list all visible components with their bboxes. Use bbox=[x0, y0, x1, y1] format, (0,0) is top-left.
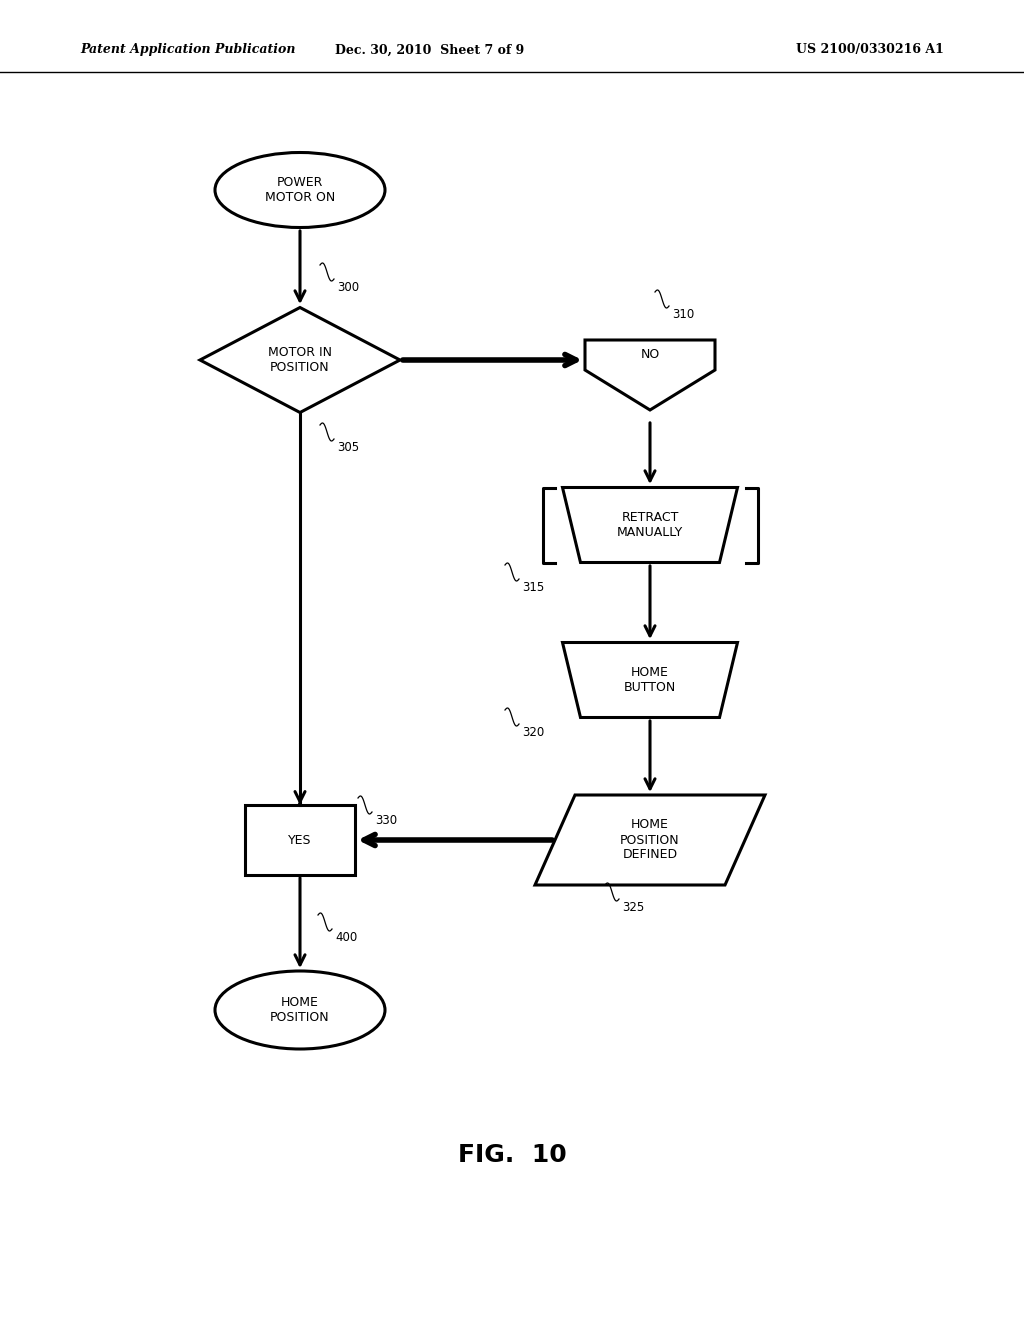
Text: 310: 310 bbox=[672, 308, 694, 321]
Text: Dec. 30, 2010  Sheet 7 of 9: Dec. 30, 2010 Sheet 7 of 9 bbox=[336, 44, 524, 57]
Text: MOTOR IN
POSITION: MOTOR IN POSITION bbox=[268, 346, 332, 374]
Text: 305: 305 bbox=[337, 441, 359, 454]
Text: 400: 400 bbox=[335, 931, 357, 944]
Text: US 2100/0330216 A1: US 2100/0330216 A1 bbox=[796, 44, 944, 57]
Text: HOME
BUTTON: HOME BUTTON bbox=[624, 667, 676, 694]
Text: 320: 320 bbox=[522, 726, 544, 739]
Text: 315: 315 bbox=[522, 581, 544, 594]
Text: 325: 325 bbox=[622, 902, 644, 913]
Bar bbox=[245, 805, 355, 875]
Text: FIG.  10: FIG. 10 bbox=[458, 1143, 566, 1167]
Text: HOME
POSITION
DEFINED: HOME POSITION DEFINED bbox=[621, 818, 680, 862]
Text: NO: NO bbox=[640, 348, 659, 362]
Text: HOME
POSITION: HOME POSITION bbox=[270, 997, 330, 1024]
Text: YES: YES bbox=[288, 833, 311, 846]
Text: Patent Application Publication: Patent Application Publication bbox=[80, 44, 296, 57]
Text: 330: 330 bbox=[375, 814, 397, 828]
Text: RETRACT
MANUALLY: RETRACT MANUALLY bbox=[616, 511, 683, 539]
Text: POWER
MOTOR ON: POWER MOTOR ON bbox=[265, 176, 335, 205]
Text: 300: 300 bbox=[337, 281, 359, 294]
